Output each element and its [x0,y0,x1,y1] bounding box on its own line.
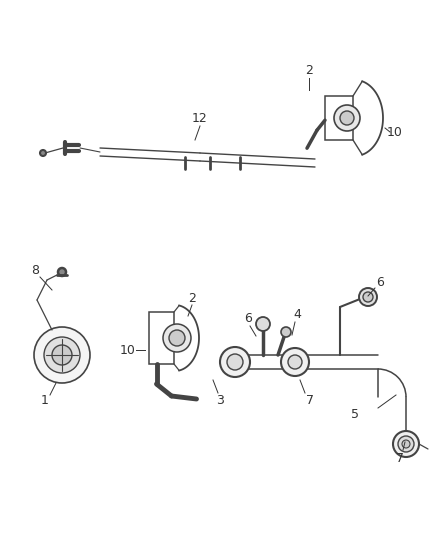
Text: 8: 8 [31,263,39,277]
Circle shape [393,431,419,457]
Text: 7: 7 [396,451,404,464]
Circle shape [363,292,373,302]
Text: 3: 3 [216,393,224,407]
Circle shape [44,337,80,373]
Text: 5: 5 [351,408,359,422]
Circle shape [227,354,243,370]
Text: 10: 10 [120,343,136,357]
Circle shape [288,355,302,369]
Circle shape [40,150,46,156]
Text: 7: 7 [306,393,314,407]
Text: 12: 12 [192,111,208,125]
Text: 2: 2 [188,292,196,304]
Text: 1: 1 [41,393,49,407]
Circle shape [281,348,309,376]
Text: 6: 6 [376,276,384,288]
Circle shape [52,345,72,365]
Circle shape [169,330,185,346]
Circle shape [281,327,291,337]
Circle shape [256,317,270,331]
Circle shape [398,436,414,452]
Text: 2: 2 [305,63,313,77]
Circle shape [34,327,90,383]
Circle shape [359,288,377,306]
Circle shape [334,105,360,131]
Circle shape [58,268,66,276]
Text: 10: 10 [387,125,403,139]
Text: 6: 6 [244,311,252,325]
Circle shape [220,347,250,377]
Circle shape [163,324,191,352]
Text: 4: 4 [293,309,301,321]
Circle shape [402,440,410,448]
Circle shape [340,111,354,125]
